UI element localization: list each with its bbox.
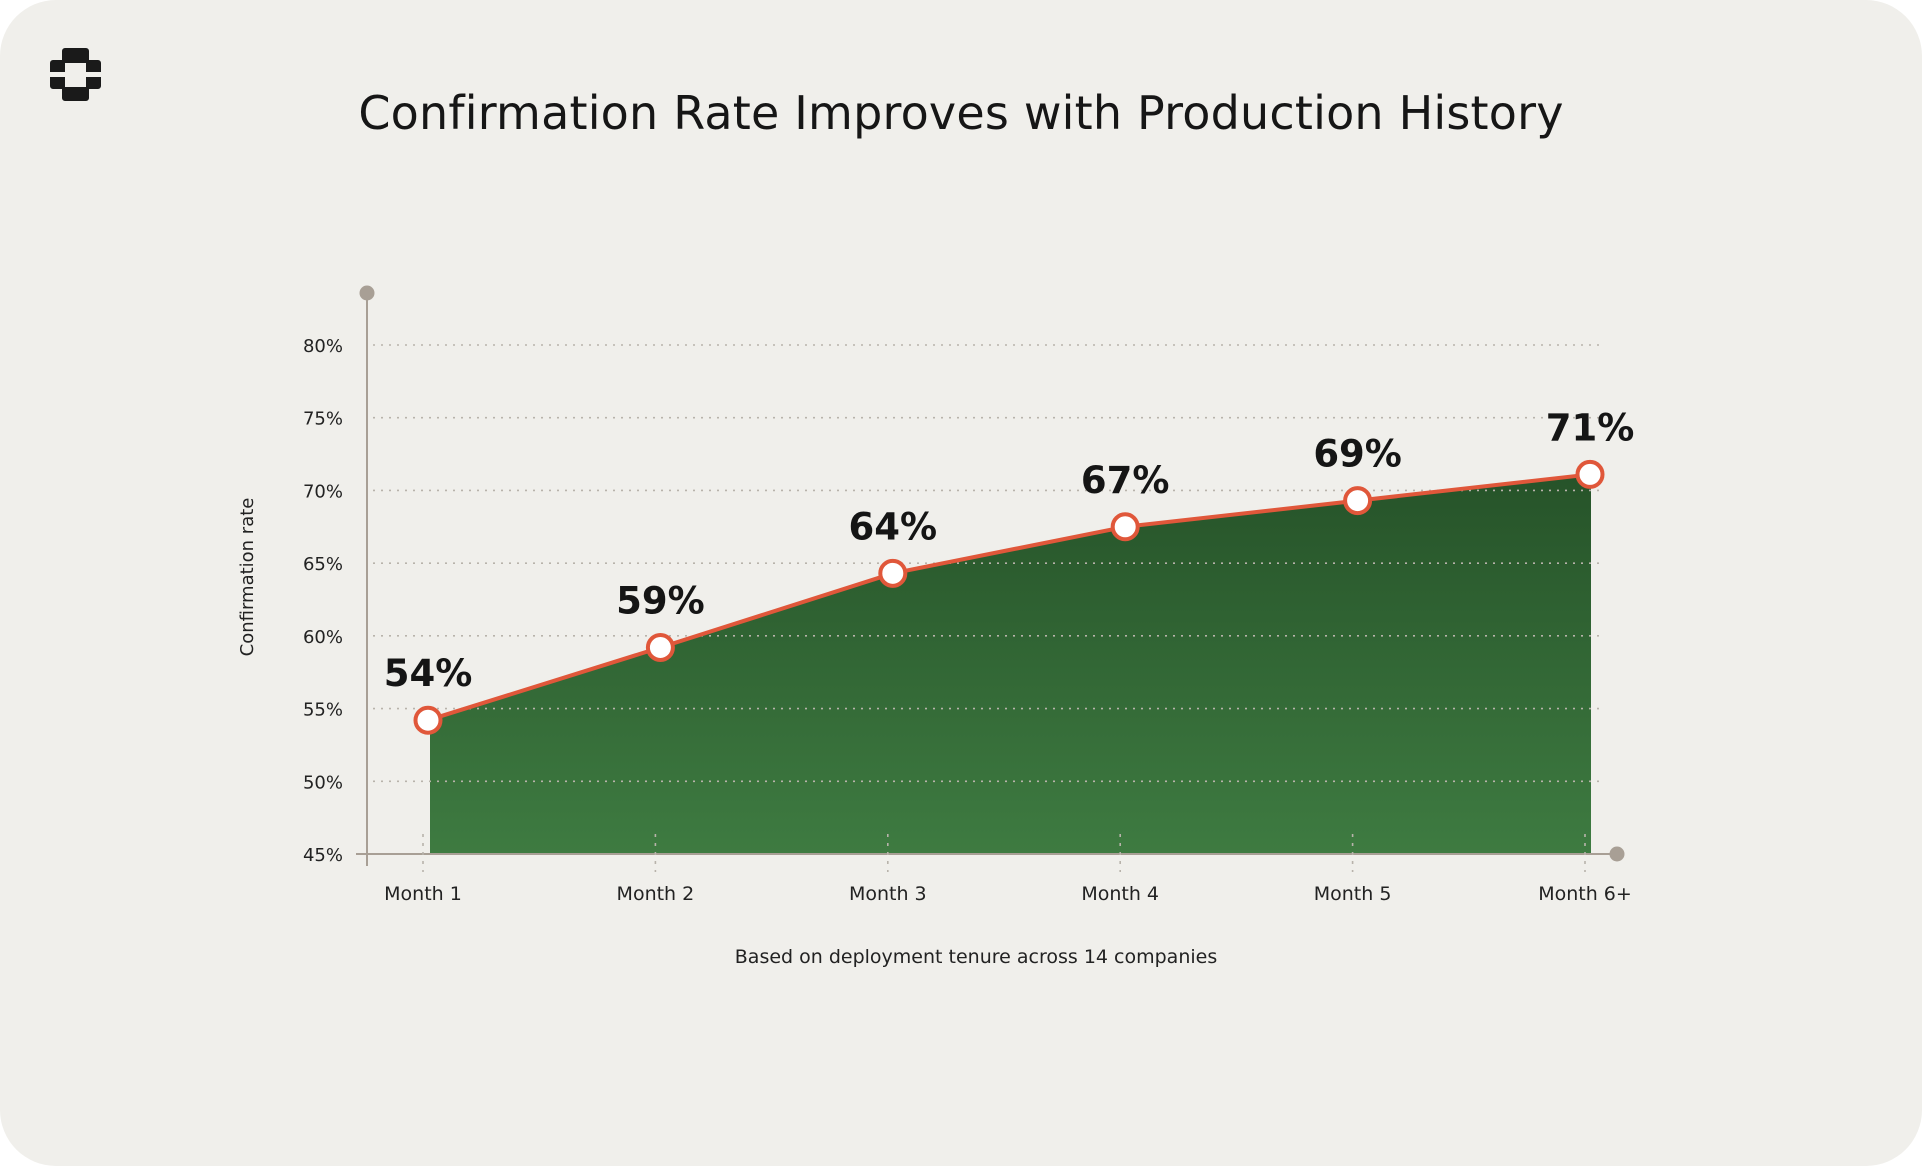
y-tick-label: 60%: [303, 627, 343, 648]
data-point-marker: [878, 558, 908, 588]
y-tick-label: 45%: [303, 845, 343, 866]
data-label: 59%: [616, 579, 705, 622]
x-tick-label: Month 2: [617, 883, 695, 905]
x-tick-label: Month 3: [849, 883, 927, 905]
y-tick-label: 75%: [303, 409, 343, 430]
data-point-marker: [1343, 486, 1373, 516]
chart-title: Confirmation Rate Improves with Producti…: [358, 86, 1564, 140]
data-point-marker: [413, 705, 443, 735]
x-tick-label: Month 6+: [1538, 883, 1632, 905]
x-tick-label: Month 4: [1081, 883, 1159, 905]
y-tick-label: 65%: [303, 554, 343, 575]
y-axis-end-dot: [359, 285, 375, 301]
data-point-marker: [1575, 459, 1605, 489]
chart-footnote: Based on deployment tenure across 14 com…: [735, 946, 1217, 968]
y-tick-label: 80%: [303, 336, 343, 357]
data-label: 71%: [1546, 406, 1635, 449]
data-point-marker: [645, 632, 675, 662]
series-line: [427, 472, 1591, 723]
y-tick-label: 70%: [303, 481, 343, 502]
data-label: 69%: [1313, 433, 1402, 476]
x-tick-label: Month 5: [1314, 883, 1392, 905]
y-axis-title: Confirmation rate: [237, 498, 258, 657]
data-point-marker: [1110, 512, 1140, 542]
x-tick-label: Month 1: [384, 883, 462, 905]
data-label: 64%: [849, 505, 938, 548]
brand-logo-icon: [50, 48, 101, 101]
data-label: 67%: [1081, 459, 1170, 502]
y-tick-label: 50%: [303, 772, 343, 793]
data-label: 54%: [384, 652, 473, 695]
area-fill: [430, 474, 1591, 854]
x-axis-end-dot: [1609, 846, 1625, 862]
y-tick-label: 55%: [303, 700, 343, 721]
